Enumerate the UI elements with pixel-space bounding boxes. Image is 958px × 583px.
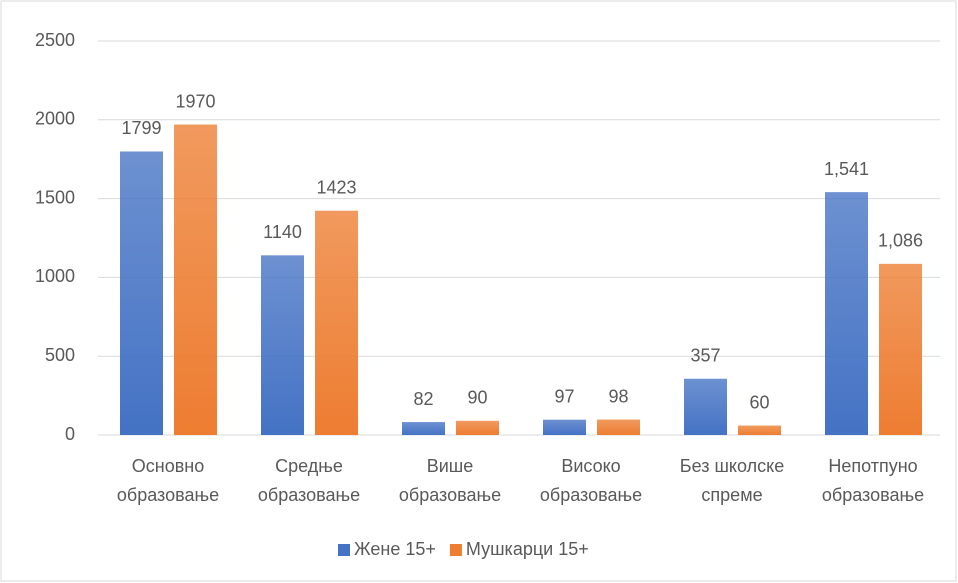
legend-label: Жене 15+	[354, 539, 436, 559]
legend-swatch	[338, 544, 350, 556]
value-label: 357	[690, 345, 720, 365]
value-label: 97	[554, 386, 574, 406]
x-tick-label: Основно	[132, 456, 204, 476]
bar	[825, 192, 868, 435]
bar	[879, 263, 922, 435]
bar	[120, 151, 163, 435]
value-label: 1970	[175, 91, 215, 111]
x-tick-label: Високо	[561, 456, 620, 476]
y-tick-label: 2500	[35, 30, 75, 50]
y-tick-label: 1000	[35, 266, 75, 286]
bar	[738, 425, 781, 435]
bar	[261, 255, 304, 435]
x-tick-label: образовање	[399, 485, 501, 505]
x-tick-label: образовање	[117, 485, 219, 505]
legend-swatch	[449, 544, 462, 556]
value-label: 1799	[121, 118, 161, 138]
value-label: 60	[749, 392, 769, 412]
value-label: 1140	[263, 222, 302, 242]
bar	[174, 124, 217, 435]
x-tick-label: образовање	[540, 485, 642, 505]
value-label: 1423	[316, 177, 356, 197]
value-label: 98	[608, 386, 628, 406]
x-tick-label: Без школске	[680, 456, 784, 476]
x-tick-label: образовање	[822, 485, 924, 505]
value-label: 82	[413, 389, 433, 409]
bar	[597, 419, 640, 435]
x-tick-label: спреме	[701, 485, 762, 505]
legend-label: Мушкарци 15+	[466, 539, 589, 559]
x-tick-label: Средње	[275, 456, 343, 476]
y-tick-label: 500	[45, 345, 75, 365]
y-tick-label: 1500	[35, 187, 75, 207]
x-tick-label: образовање	[258, 485, 360, 505]
bar	[315, 210, 358, 435]
value-label: 1,541	[824, 159, 869, 179]
x-tick-label: Непотпуно	[828, 456, 917, 476]
bar	[543, 419, 586, 435]
bar	[402, 422, 445, 435]
y-tick-label: 0	[65, 424, 75, 444]
bar	[684, 378, 727, 435]
value-label: 90	[467, 388, 487, 408]
y-tick-label: 2000	[35, 109, 75, 129]
value-label: 1,086	[878, 231, 923, 251]
x-tick-label: Више	[427, 456, 474, 476]
bar	[456, 420, 499, 435]
